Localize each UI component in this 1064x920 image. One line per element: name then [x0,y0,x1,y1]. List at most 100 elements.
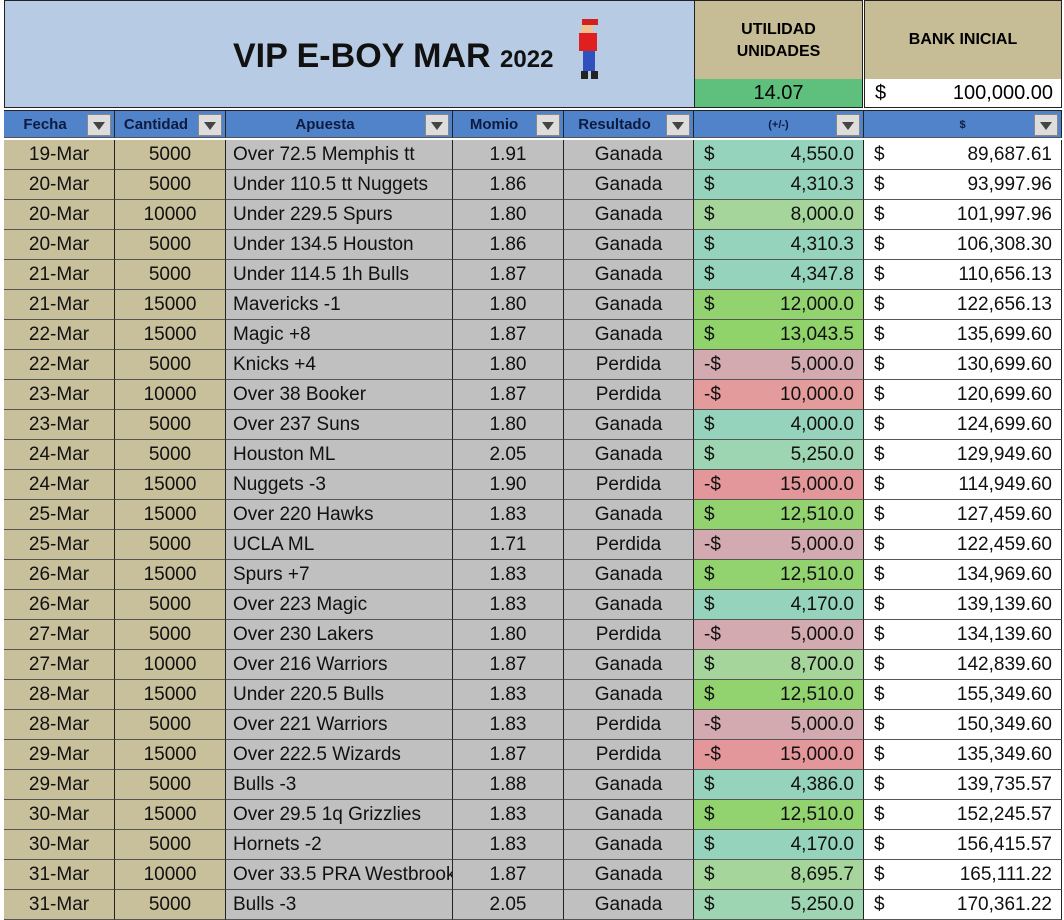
column-header: Cantidad [115,110,226,138]
profit-sign: -$ [704,354,721,375]
cell-text: 1.83 [489,684,527,705]
profit-sign: $ [704,234,715,255]
cell-text: Perdida [595,714,662,735]
bank-cell: $135,349.60 [864,740,1062,770]
cell-text: Knicks +4 [233,354,316,375]
bank-cell: $134,969.60 [864,560,1062,590]
profit-cell: $5,250.0 [694,440,864,470]
filter-button[interactable] [198,114,222,136]
cell-text: 5000 [148,174,192,195]
cell: 21-Mar [4,290,115,320]
cell-text: Mavericks -1 [233,294,341,315]
cell-text: 15000 [143,684,197,705]
cell-text: Ganada [594,414,663,435]
profit-sign: -$ [704,744,721,765]
bank-cell: BANK INICIAL $ 100,000.00 [864,0,1062,108]
filter-button[interactable] [836,114,860,136]
cell: 2.05 [453,890,564,920]
cell-text: 24-Mar [28,474,90,495]
cell: 21-Mar [4,260,115,290]
cell: 5000 [115,170,226,200]
filter-button[interactable] [666,114,690,136]
bank-sign: $ [874,354,885,375]
cell: 23-Mar [4,410,115,440]
cell: 29-Mar [4,770,115,800]
column-header: Resultado [564,110,694,138]
cell: Perdida [564,470,694,500]
cell: Perdida [564,350,694,380]
bank-sign: $ [874,204,885,225]
filter-button[interactable] [536,114,560,136]
cell-text: 28-Mar [28,684,90,705]
cell: Ganada [564,830,694,860]
bank-sign: $ [874,834,885,855]
cell-text: 22-Mar [28,354,90,375]
cell: 15000 [115,560,226,590]
cell: 1.80 [453,350,564,380]
cell: 27-Mar [4,650,115,680]
cell-text: Nuggets -3 [233,474,326,495]
cell: Ganada [564,770,694,800]
cell: 25-Mar [4,530,115,560]
bank-value: 170,361.22 [956,894,1052,915]
cell-text: 10000 [143,384,197,405]
cell-text: Over 29.5 1q Grizzlies [233,804,421,825]
bank-value: 110,656.13 [958,264,1052,285]
bank-cell: $110,656.13 [864,260,1062,290]
profit-cell: -$ 10,000.0 [694,380,864,410]
cell-text: 5000 [148,834,192,855]
cell: 30-Mar [4,800,115,830]
bank-currency: $ [875,82,887,104]
bank-sign: $ [874,684,885,705]
bank-sign: $ [874,264,885,285]
filter-button[interactable] [1034,114,1058,136]
filter-button[interactable] [87,114,111,136]
filter-button[interactable] [425,114,449,136]
cell: 5000 [115,710,226,740]
cell: Perdida [564,620,694,650]
cell: 1.83 [453,800,564,830]
cell-text: 10000 [143,654,197,675]
bank-cell: $122,459.60 [864,530,1062,560]
profit-cell: $4,386.0 [694,770,864,800]
cell: Ganada [564,440,694,470]
cell-text: 1.83 [489,714,527,735]
cell: Ganada [564,410,694,440]
cell-text: 20-Mar [28,204,90,225]
title-year: 2022 [500,46,554,73]
cell-text: Ganada [594,174,663,195]
cell-text: 1.86 [489,174,527,195]
cell: 1.91 [453,140,564,170]
bank-sign: $ [874,234,885,255]
cell: Ganada [564,890,694,920]
cell-text: Ganada [594,834,663,855]
profit-sign: $ [704,204,715,225]
profit-cell: $4,347.8 [694,260,864,290]
cell-text: 1.80 [489,294,527,315]
cell-text: 5000 [148,624,192,645]
bank-sign: $ [874,894,885,915]
cell: 10000 [115,650,226,680]
cell-text: 15000 [143,804,197,825]
cell-text: 1.90 [489,474,527,495]
bank-sign: $ [874,294,885,315]
cell-text: 5000 [148,774,192,795]
cell: 25-Mar [4,500,115,530]
cell: 1.80 [453,410,564,440]
cell: Ganada [564,560,694,590]
title-cell: VIP E-BOY MAR 2022 [4,0,695,108]
bank-cell: $122,656.13 [864,290,1062,320]
cell-text: Houston ML [233,444,336,465]
cell-text: Perdida [595,624,662,645]
bank-cell: $101,997.96 [864,200,1062,230]
profit-sign: $ [704,804,715,825]
cell-text: 24-Mar [28,444,90,465]
profit-sign: $ [704,654,715,675]
profit-value: 5,000.0 [790,534,854,555]
cell-text: 1.87 [489,324,527,345]
bank-sign: $ [874,804,885,825]
profit-cell: $12,510.0 [694,560,864,590]
cell: 1.83 [453,560,564,590]
column-header-text: (+/-) [768,119,789,131]
cell-text: 1.83 [489,564,527,585]
